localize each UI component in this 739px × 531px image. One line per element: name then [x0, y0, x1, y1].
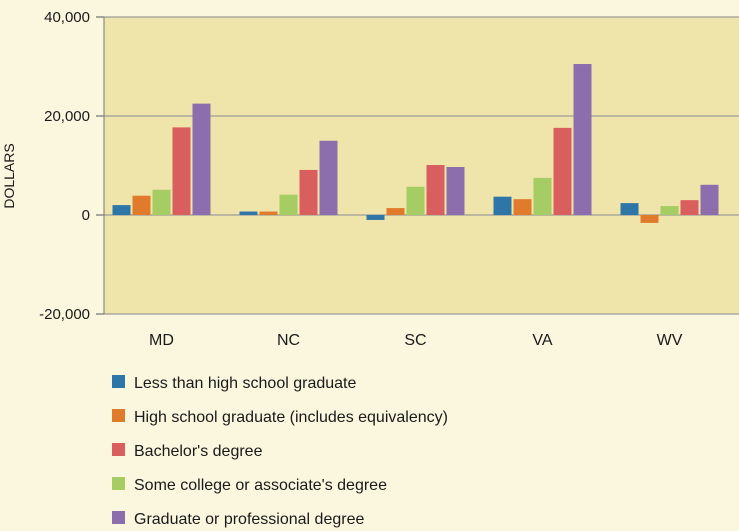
bar-md-series-1 — [132, 195, 151, 215]
legend-entry: Graduate or professional degree — [134, 511, 364, 528]
bar-wv-series-1 — [640, 215, 659, 223]
legend-entry: Less than high school graduate — [134, 375, 356, 392]
bar-nc-series-0 — [239, 211, 258, 215]
bar-sc-series-1 — [386, 208, 405, 215]
bar-nc-series-1 — [259, 211, 278, 215]
x-tick-label: MD — [149, 332, 174, 349]
legend: Less than high school graduate High schoo… — [112, 375, 448, 528]
bar-nc-series-4 — [319, 140, 338, 215]
legend-swatch — [112, 477, 125, 490]
bar-md-series-2 — [152, 189, 171, 215]
bars — [112, 64, 719, 223]
legend-swatch — [112, 375, 125, 388]
bar-va-series-3 — [553, 127, 572, 215]
bar-sc-series-3 — [426, 165, 445, 215]
bar-sc-series-2 — [406, 186, 425, 215]
x-tick-label: WV — [657, 332, 683, 349]
x-tick-label: SC — [404, 332, 426, 349]
legend-entry: High school graduate (includes equivalen… — [134, 409, 448, 426]
x-tick-label: VA — [532, 332, 552, 349]
bar-wv-series-3 — [680, 200, 699, 215]
bar-wv-series-2 — [660, 206, 679, 215]
legend-swatch — [112, 511, 125, 524]
y-tick-label: 40,000 — [44, 9, 90, 26]
bar-va-series-2 — [533, 177, 552, 215]
legend-swatch — [112, 443, 125, 456]
y-tick-label: -20,000 — [39, 306, 90, 323]
bar-wv-series-4 — [700, 184, 719, 215]
x-tick-label: NC — [277, 332, 300, 349]
bar-nc-series-3 — [299, 169, 318, 215]
bar-sc-series-0 — [366, 215, 385, 220]
bar-md-series-3 — [172, 127, 191, 215]
bar-nc-series-2 — [279, 194, 298, 215]
bar-wv-series-0 — [620, 203, 639, 215]
bar-md-series-0 — [112, 205, 131, 215]
y-axis-title: DOLLARS — [1, 143, 17, 208]
bar-va-series-4 — [573, 64, 592, 216]
x-axis: MD NC SC VA WV — [149, 332, 683, 349]
bar-va-series-1 — [513, 199, 532, 215]
y-tick-label: 20,000 — [44, 108, 90, 125]
legend-entry: Bachelor's degree — [134, 443, 263, 460]
legend-swatch — [112, 409, 125, 422]
y-tick-label: 0 — [82, 207, 90, 224]
bar-sc-series-4 — [446, 166, 465, 215]
bar-md-series-4 — [192, 103, 211, 215]
legend-entry: Some college or associate's degree — [134, 477, 387, 494]
y-axis: -20,000 0 20,000 40,000 — [39, 9, 105, 323]
bar-va-series-0 — [493, 196, 512, 215]
